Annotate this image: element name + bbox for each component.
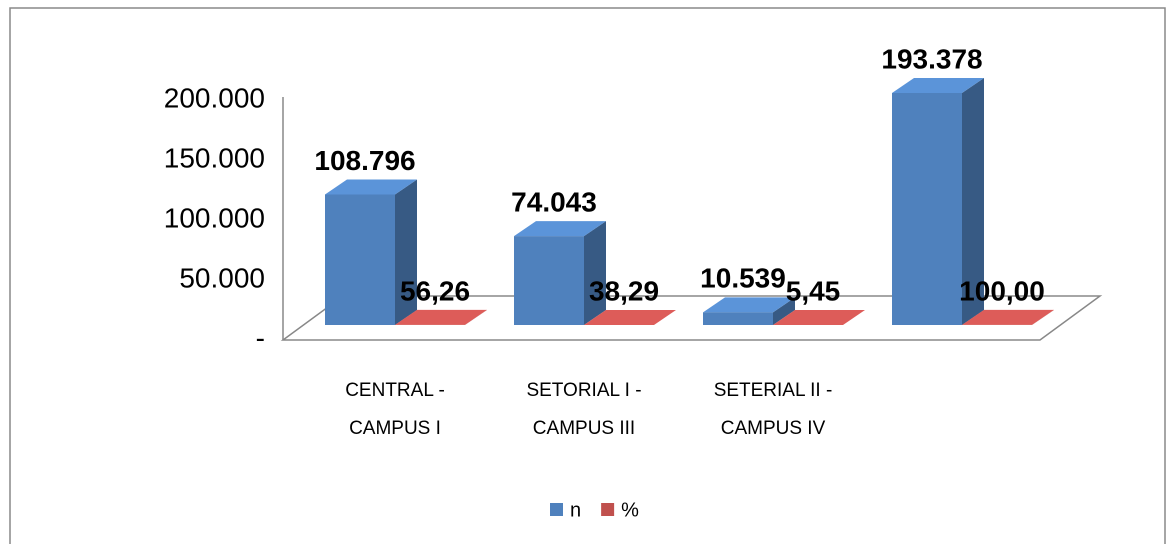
legend-swatch xyxy=(601,503,615,516)
bar-top xyxy=(395,309,487,325)
bar-side xyxy=(773,297,795,325)
bar-side xyxy=(843,309,865,325)
data-label: 193.378 xyxy=(881,43,982,74)
data-label: 74.043 xyxy=(511,187,597,218)
bar-front xyxy=(514,236,584,325)
data-label: 5,45 xyxy=(786,275,841,306)
legend-label: n xyxy=(570,499,581,521)
bar-front xyxy=(325,194,395,325)
data-label: 100,00 xyxy=(959,275,1045,306)
bar-top xyxy=(892,77,984,93)
bar-front xyxy=(892,92,962,325)
bar-side xyxy=(1032,309,1054,325)
bar xyxy=(325,179,417,325)
bar xyxy=(962,309,1054,325)
bar-front xyxy=(703,312,773,325)
data-label: 108.796 xyxy=(314,145,415,176)
bar-side xyxy=(395,179,417,325)
legend-swatch xyxy=(550,503,563,516)
bar-side xyxy=(654,309,676,325)
bar xyxy=(584,309,676,325)
bar-top xyxy=(773,309,865,325)
bar xyxy=(892,77,984,325)
bar-side xyxy=(584,221,606,325)
data-label: 56,26 xyxy=(400,275,470,306)
bar-side xyxy=(962,77,984,325)
bar xyxy=(514,221,606,325)
x-tick-label: SETERIAL II - CAMPUS IV xyxy=(713,380,833,439)
bar xyxy=(773,309,865,325)
x-tick-label: SETORIAL I - CAMPUS III xyxy=(526,380,642,439)
data-label: 38,29 xyxy=(589,275,659,306)
chart-border xyxy=(9,7,1166,544)
x-tick-label: CENTRAL - CAMPUS I xyxy=(345,380,445,439)
y-tick-label: - xyxy=(256,322,265,353)
y-tick-label: 50.000 xyxy=(179,262,265,293)
legend-label: % xyxy=(621,499,639,521)
bar-top xyxy=(325,179,417,195)
floor xyxy=(280,295,1103,341)
y-tick-label: 150.000 xyxy=(164,142,265,173)
bar-top xyxy=(703,297,795,313)
bar xyxy=(703,297,795,325)
bar xyxy=(395,309,487,325)
y-tick-label: 200.000 xyxy=(164,82,265,113)
bar-side xyxy=(465,309,487,325)
bar-top xyxy=(584,309,676,325)
data-label: 10.539 xyxy=(700,263,786,294)
y-tick-label: 100.000 xyxy=(164,202,265,233)
bar-top xyxy=(962,309,1054,325)
bar-top xyxy=(514,221,606,237)
